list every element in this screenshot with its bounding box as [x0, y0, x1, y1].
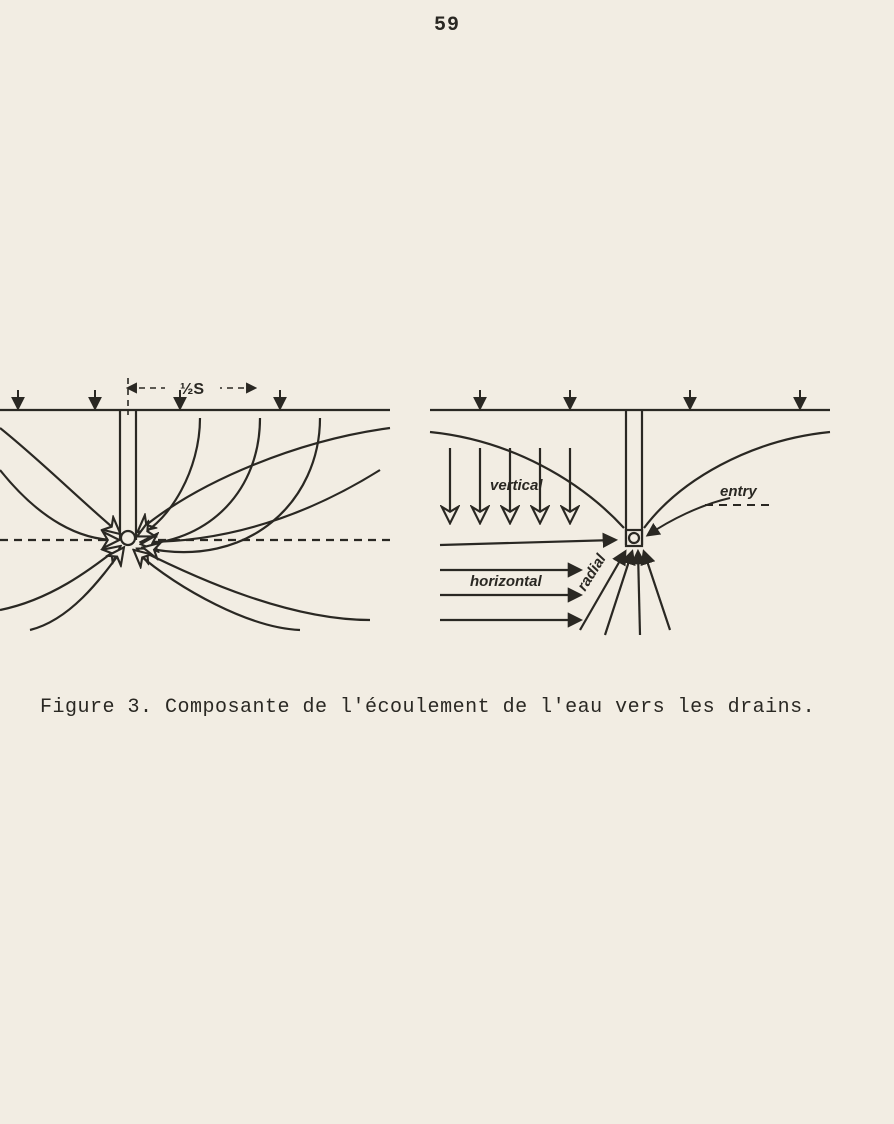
page: 59	[0, 0, 894, 1124]
figure-caption: Figure 3. Composante de l'écoulement de …	[40, 696, 860, 719]
left-diagram: ½S	[0, 378, 390, 630]
label-vertical: vertical	[490, 477, 543, 494]
spacing-label: ½S	[180, 381, 204, 398]
flow-diagram-svg: ½S	[0, 370, 860, 650]
label-horizontal: horizontal	[470, 573, 542, 590]
page-number: 59	[0, 14, 894, 37]
entry-annotation: entry	[648, 483, 770, 535]
label-entry: entry	[720, 483, 757, 500]
figure-diagram: ½S	[0, 370, 860, 650]
right-diagram: vertical horizontal radial	[430, 390, 830, 635]
